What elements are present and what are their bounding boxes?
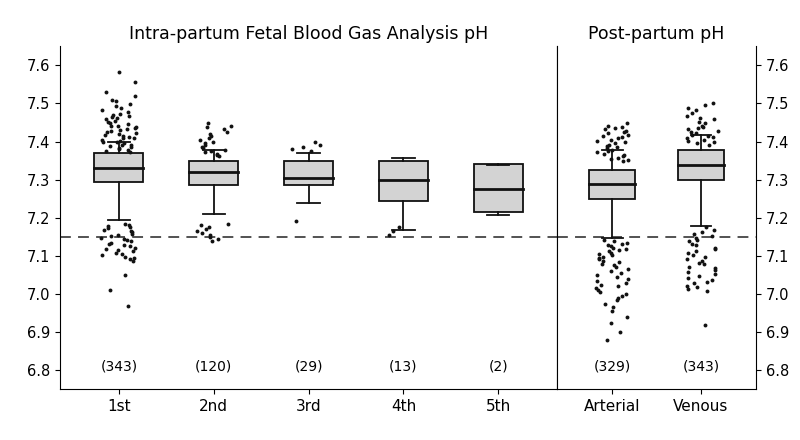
- Title: Post-partum pH: Post-partum pH: [588, 25, 725, 43]
- Bar: [474, 165, 523, 212]
- Text: (13): (13): [389, 359, 418, 373]
- Bar: [378, 161, 428, 201]
- Bar: [678, 150, 724, 180]
- Title: Intra-partum Fetal Blood Gas Analysis pH: Intra-partum Fetal Blood Gas Analysis pH: [129, 25, 488, 43]
- Bar: [284, 161, 334, 185]
- Text: (329): (329): [594, 359, 631, 373]
- Bar: [94, 153, 143, 182]
- Bar: [189, 161, 238, 185]
- Text: (29): (29): [294, 359, 323, 373]
- Text: (343): (343): [100, 359, 138, 373]
- Text: (120): (120): [195, 359, 232, 373]
- Bar: [589, 170, 635, 199]
- Text: (2): (2): [489, 359, 508, 373]
- Text: (343): (343): [682, 359, 719, 373]
